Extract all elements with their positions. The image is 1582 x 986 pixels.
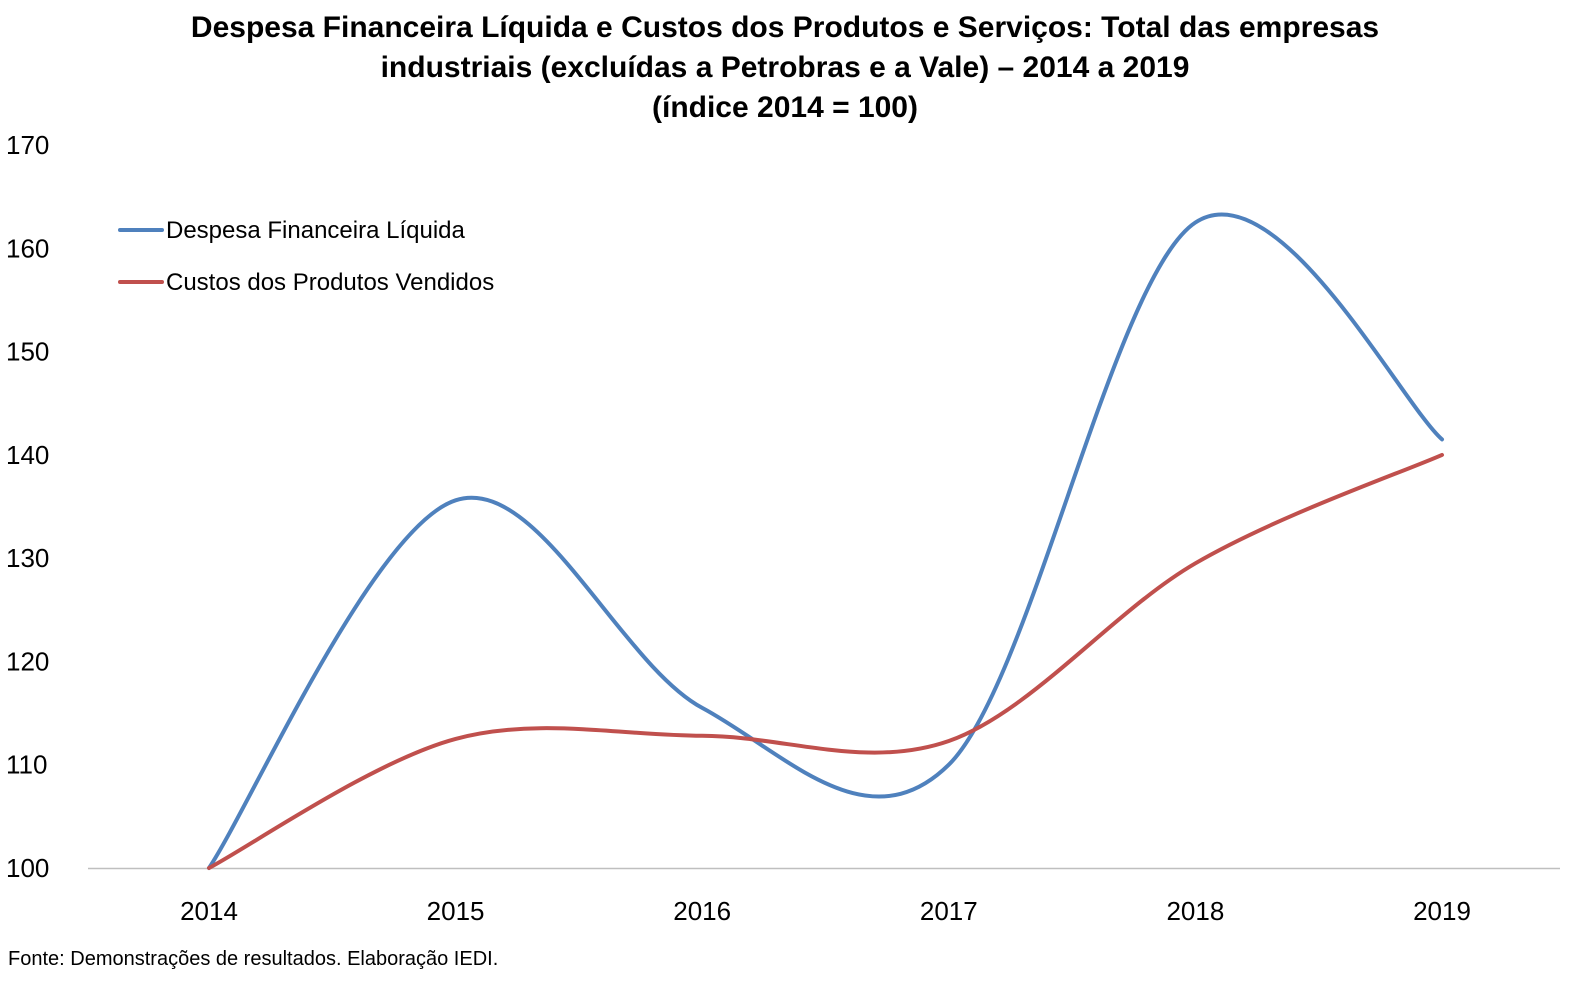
y-tick-label: 130 [6,543,49,573]
chart-title-line-1: Despesa Financeira Líquida e Custos dos … [190,11,1380,44]
x-tick-label: 2016 [673,896,731,926]
source-note: Fonte: Demonstrações de resultados. Elab… [8,948,499,970]
y-tick-label: 160 [6,233,49,263]
x-tick-label: 2018 [1166,896,1224,926]
y-tick-label: 150 [6,337,49,367]
legend-label: Custos dos Produtos Vendidos [166,269,494,296]
y-tick-label: 110 [6,750,47,780]
x-tick-label: 2017 [920,896,978,926]
legend: Despesa Financeira Líquida Custos dos Pro… [118,217,494,296]
series-line-1 [207,212,1444,870]
series-line-2 [207,452,1444,870]
y-tick-label: 140 [6,440,49,470]
x-axis-ticks: 2014 2015 2016 2017 2018 2019 [180,896,1471,926]
x-tick-label: 2019 [1413,896,1471,926]
y-tick-label: 120 [6,646,49,676]
legend-label: Despesa Financeira Líquida [166,217,466,244]
y-tick-label: 100 [6,853,49,883]
series-lines [207,212,1444,870]
x-tick-label: 2014 [180,896,238,926]
y-axis-ticks: 100 110 120 130 140 150 160 170 [6,130,49,883]
chart-title-line-3: (índice 2014 = 100) [652,91,918,124]
x-tick-label: 2015 [427,896,485,926]
chart-title: Despesa Financeira Líquida e Custos dos … [0,8,1570,128]
y-tick-label: 170 [6,130,49,160]
chart-title-line-2: industriais (excluídas a Petrobras e a V… [380,51,1190,84]
